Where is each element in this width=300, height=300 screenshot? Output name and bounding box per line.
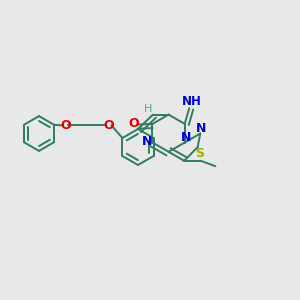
Text: S: S xyxy=(195,147,204,160)
Text: H: H xyxy=(143,103,152,114)
Text: N: N xyxy=(142,135,152,148)
Text: N: N xyxy=(181,130,191,144)
Text: O: O xyxy=(128,117,139,130)
Text: O: O xyxy=(60,119,71,132)
Text: O: O xyxy=(103,119,114,132)
Text: N: N xyxy=(196,122,207,135)
Text: NH: NH xyxy=(182,95,202,108)
